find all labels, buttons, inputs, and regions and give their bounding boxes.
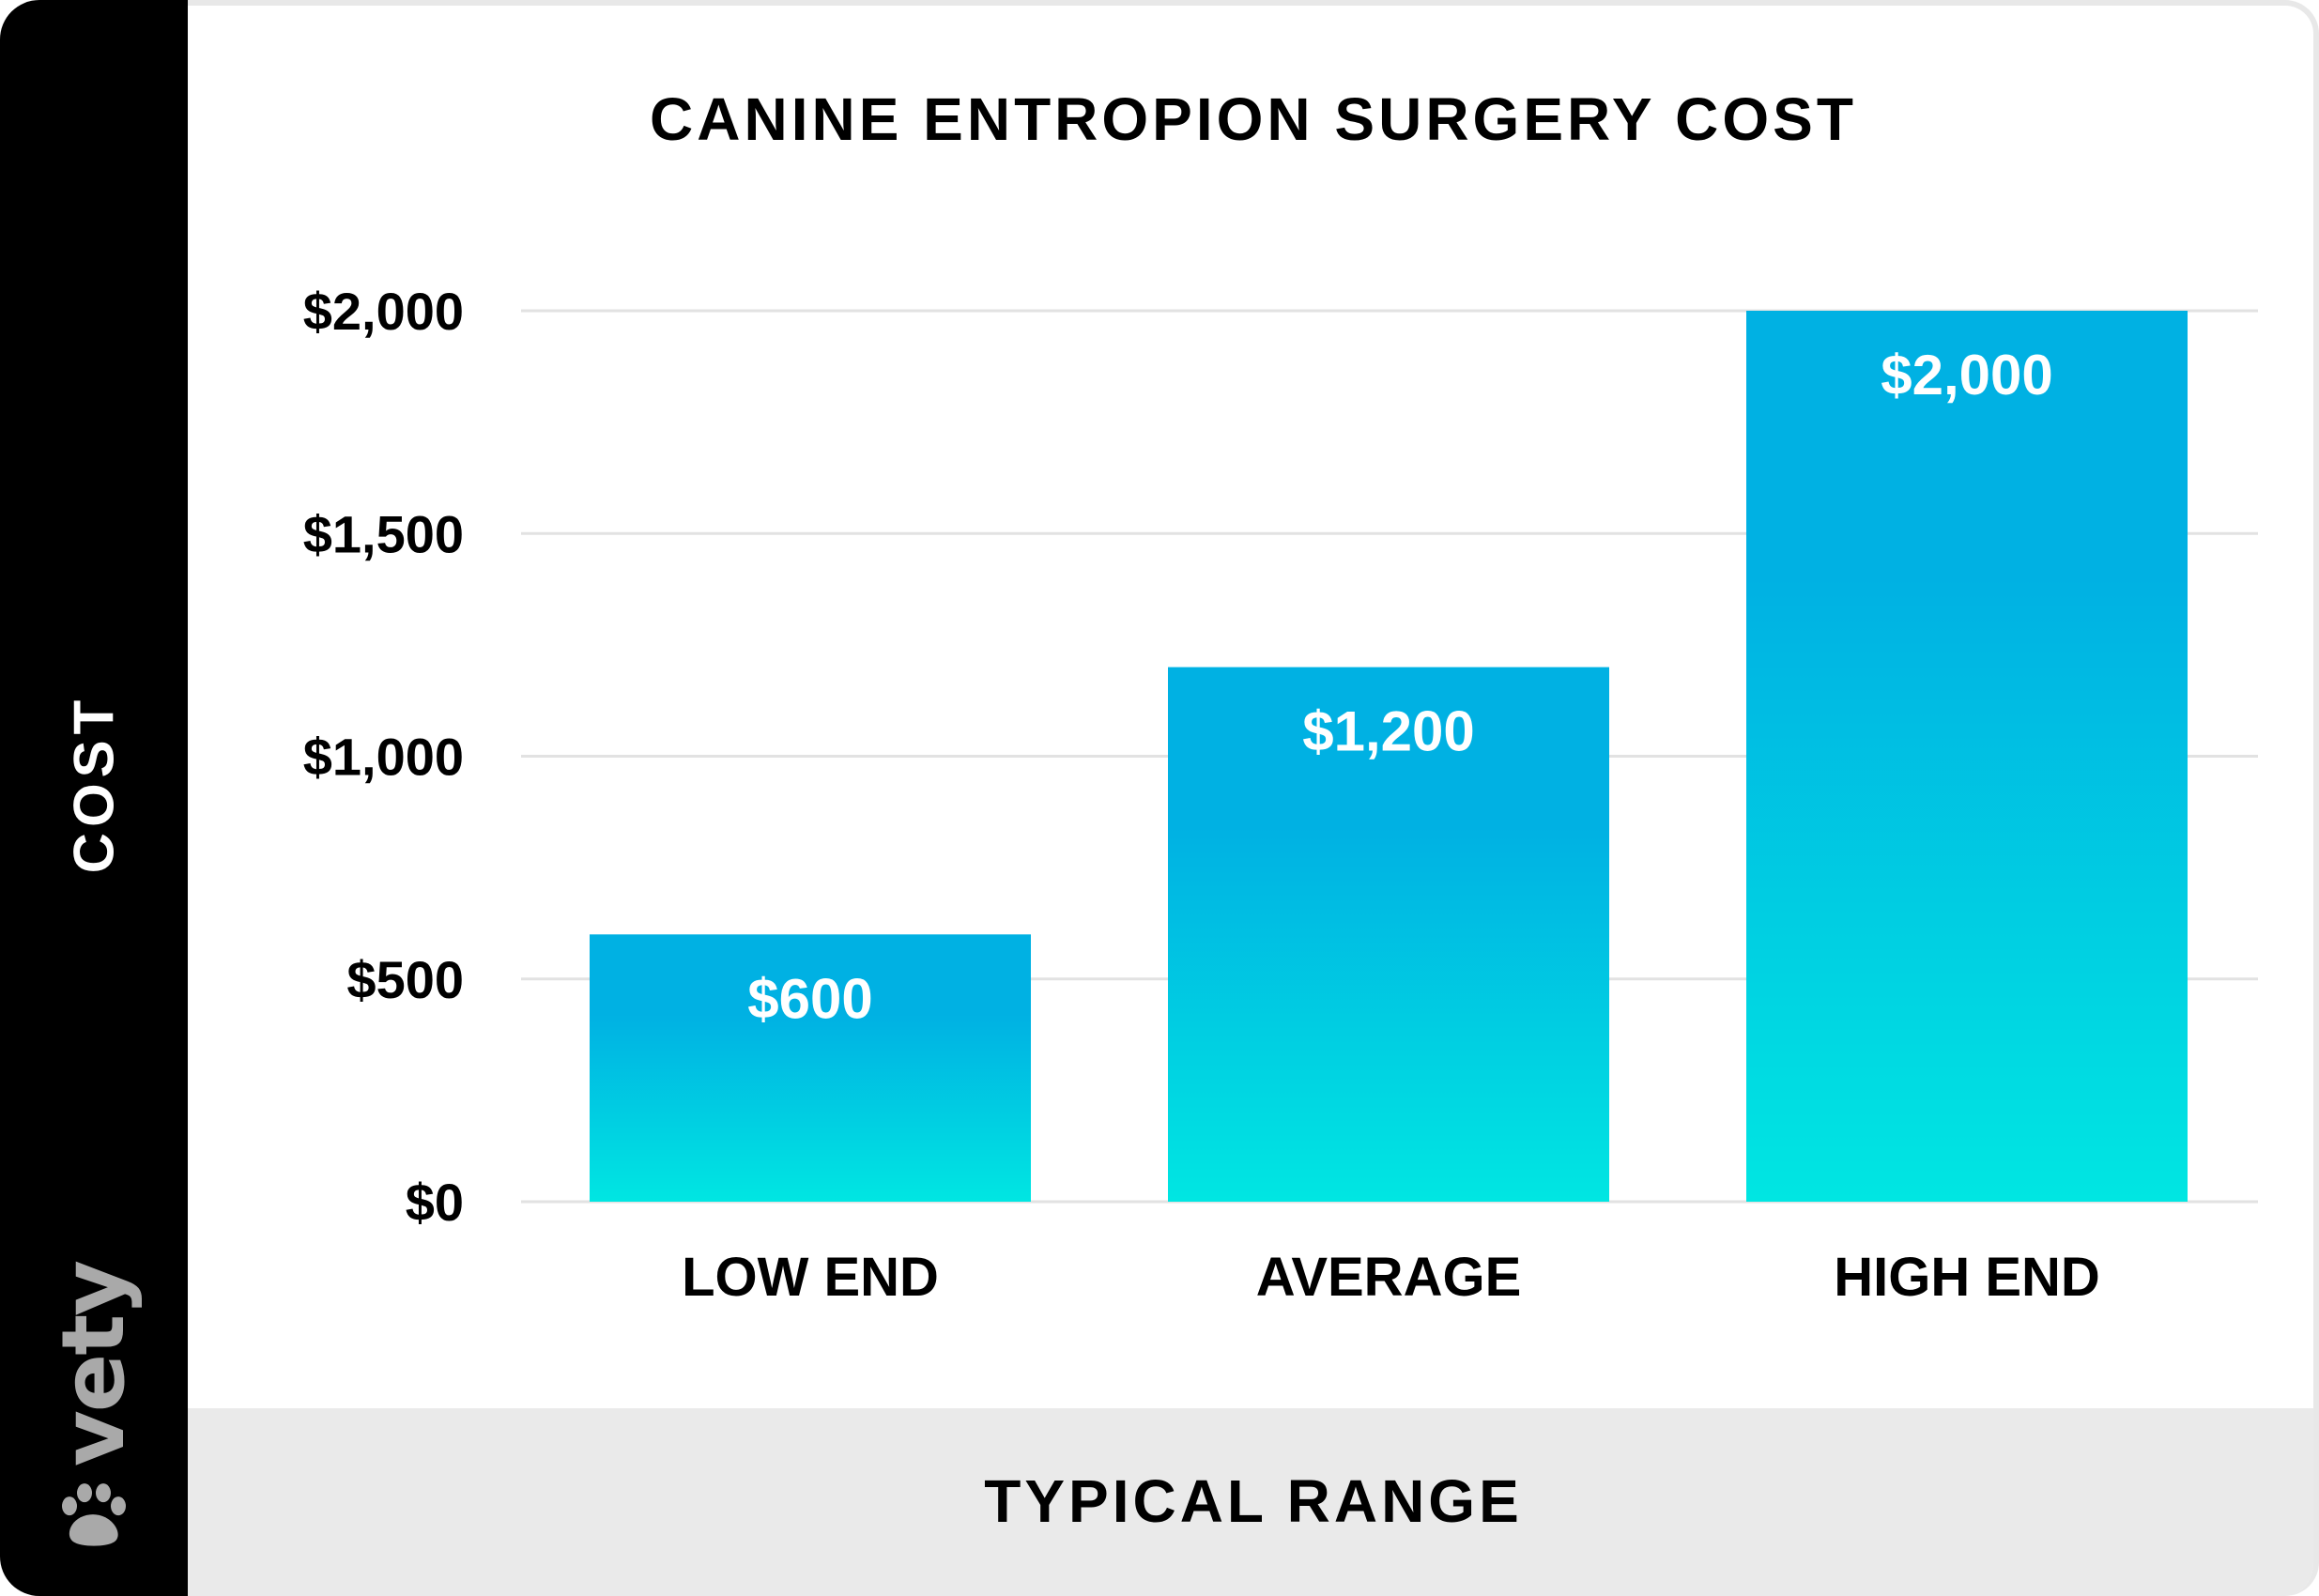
- bar: [590, 934, 1031, 1202]
- x-tick-label: HIGH END: [1834, 1247, 2100, 1308]
- bar-value-label: $600: [747, 967, 872, 1030]
- x-axis-title: TYPICAL RANGE: [984, 1467, 1523, 1535]
- bar-value-label: $1,200: [1302, 700, 1475, 763]
- paw-icon: [62, 1483, 126, 1546]
- y-axis-ticks: $0 $500 $1,000 $1,500 $2,000: [303, 282, 464, 1232]
- y-tick-label: $500: [346, 950, 464, 1009]
- x-tick-label: LOW END: [682, 1247, 939, 1308]
- bar: [1746, 311, 2188, 1202]
- y-tick-label: $0: [406, 1173, 464, 1232]
- y-tick-label: $1,000: [303, 728, 464, 787]
- brand-logo: vety: [43, 1262, 144, 1555]
- y-tick-label: $2,000: [303, 282, 464, 341]
- bars: [590, 311, 2188, 1202]
- x-axis-band: [141, 1408, 2313, 1596]
- bar-value-label: $2,000: [1881, 344, 2053, 407]
- x-tick-label: AVERAGE: [1256, 1247, 1522, 1308]
- bar: [1168, 667, 1609, 1202]
- chart-title: CANINE ENTROPION SURGERY COST: [650, 85, 1857, 153]
- y-tick-label: $1,500: [303, 504, 464, 563]
- sidebar: COST vety: [0, 0, 188, 1596]
- x-axis-ticks: LOW END AVERAGE HIGH END: [682, 1247, 2100, 1308]
- value-labels: $600 $1,200 $2,000: [747, 344, 2053, 1030]
